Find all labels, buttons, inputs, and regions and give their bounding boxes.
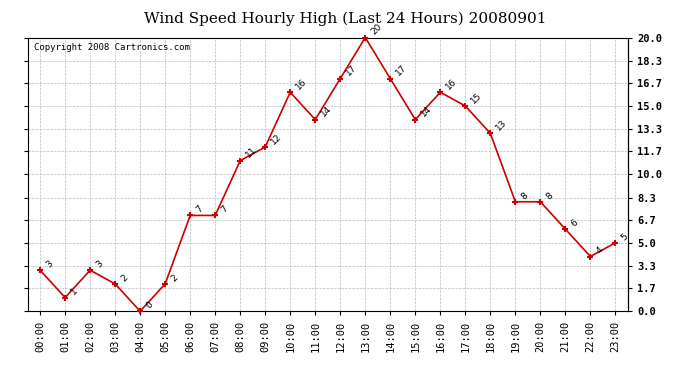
Text: Copyright 2008 Cartronics.com: Copyright 2008 Cartronics.com: [34, 43, 190, 52]
Text: 0: 0: [144, 300, 155, 310]
Text: 5: 5: [620, 232, 630, 242]
Text: 14: 14: [319, 105, 334, 119]
Text: Wind Speed Hourly High (Last 24 Hours) 20080901: Wind Speed Hourly High (Last 24 Hours) 2…: [144, 11, 546, 26]
Text: 7: 7: [219, 204, 230, 214]
Text: 3: 3: [95, 259, 105, 269]
Text: 2: 2: [119, 273, 130, 283]
Text: 17: 17: [344, 63, 359, 78]
Text: 1: 1: [69, 286, 80, 297]
Text: 16: 16: [444, 77, 459, 92]
Text: 13: 13: [495, 118, 509, 132]
Text: 8: 8: [544, 190, 555, 201]
Text: 20: 20: [369, 22, 384, 37]
Text: 4: 4: [595, 245, 605, 256]
Text: 3: 3: [44, 259, 55, 269]
Text: 14: 14: [420, 105, 434, 119]
Text: 17: 17: [395, 63, 409, 78]
Text: 16: 16: [295, 77, 309, 92]
Text: 8: 8: [520, 190, 530, 201]
Text: 7: 7: [195, 204, 205, 214]
Text: 2: 2: [169, 273, 179, 283]
Text: 15: 15: [469, 91, 484, 105]
Text: 6: 6: [569, 218, 580, 228]
Text: 11: 11: [244, 146, 259, 160]
Text: 12: 12: [269, 132, 284, 146]
